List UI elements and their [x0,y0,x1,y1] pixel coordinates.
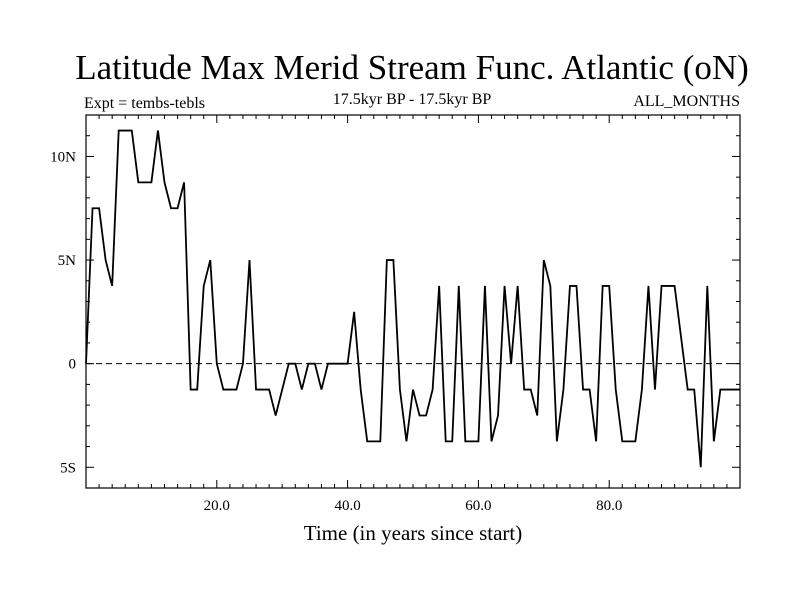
y-tick-label: 5S [60,460,76,476]
x-tick-label: 40.0 [334,498,360,514]
x-tick-label: 60.0 [465,498,491,514]
subtitle-left: Expt = tembs-tebls [84,95,205,112]
subtitle-center: 17.5kyr BP - 17.5kyr BP [333,91,492,108]
y-tick-label: 10N [50,149,76,165]
subtitle-right: ALL_MONTHS [633,93,740,110]
chart-title: Latitude Max Merid Stream Func. Atlantic… [75,48,749,87]
x-tick-label: 80.0 [596,498,622,514]
x-tick-label: 20.0 [204,498,230,514]
series-line [85,129,740,468]
plot-frame [85,114,741,489]
y-tick-label: 0 [69,357,77,373]
y-tick-label: 5N [58,253,77,269]
x-axis-label: Time (in years since start) [304,521,523,545]
